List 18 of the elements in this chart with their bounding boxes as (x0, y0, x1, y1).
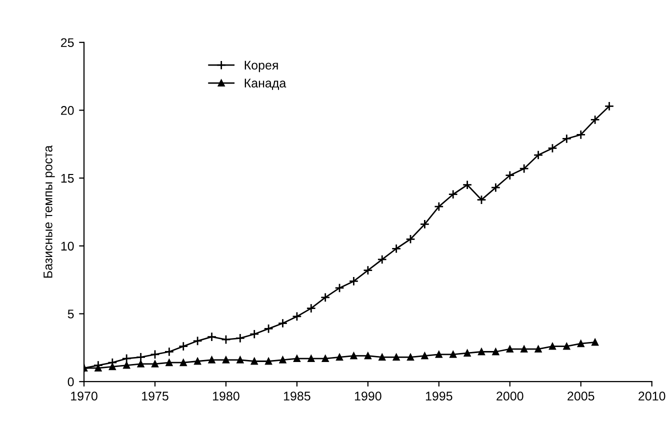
x-tick-label: 1995 (426, 392, 452, 401)
x-tick-label: 1990 (354, 392, 382, 401)
y-tick-label: 25 (61, 38, 74, 48)
x-tick-label: 1985 (284, 392, 310, 401)
x-tick-label: 2010 (638, 392, 666, 401)
y-tick-label: 0 (68, 377, 74, 386)
x-tick-label: 2000 (496, 392, 524, 401)
y-tick-label: 5 (68, 310, 74, 318)
x-tick-label: 2005 (568, 392, 594, 401)
y-tick-label: 10 (61, 242, 74, 251)
y-tick-label: 20 (61, 106, 74, 115)
legend-label: Корея (244, 60, 278, 72)
y-tick-label: 15 (61, 174, 74, 183)
legend-label: Канада (244, 78, 286, 90)
x-tick-label: 1970 (71, 392, 98, 401)
x-tick-label: 1975 (142, 392, 168, 401)
y-axis-title: Базисные темпы роста (44, 145, 55, 278)
x-tick-label: 1980 (213, 392, 240, 401)
